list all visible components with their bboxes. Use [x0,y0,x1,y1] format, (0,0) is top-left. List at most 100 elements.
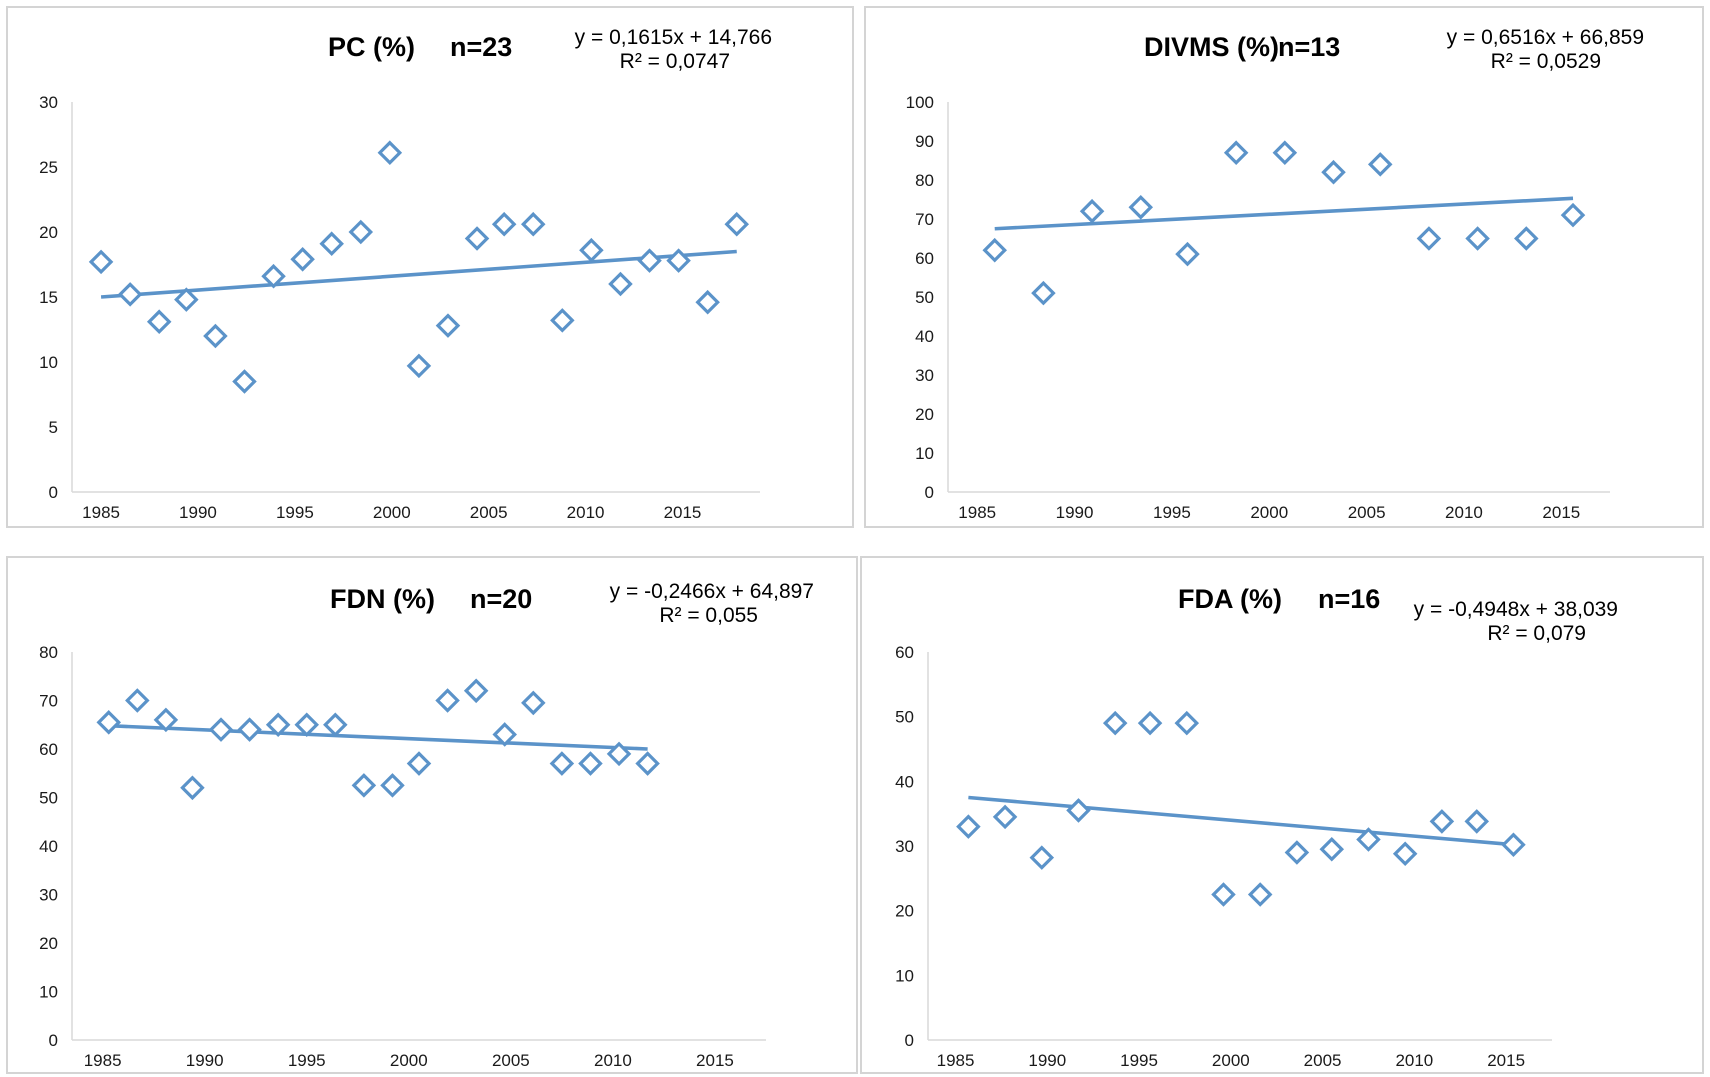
data-point [1102,710,1128,736]
x-tick-label: 2010 [1395,1051,1433,1070]
x-tick-label: 2005 [492,1051,530,1070]
linear-trendline [994,196,1574,231]
linear-trendline [968,795,1514,847]
x-tick-label: 2000 [390,1051,428,1070]
y-tick-label: 80 [39,643,58,662]
y-tick-label: 30 [915,366,934,385]
data-point [1272,140,1298,165]
data-point [666,248,691,273]
data-point [348,219,374,245]
data-point [1137,710,1163,736]
chart-panel-fda: FDA (%) n=16 y = -0,4948x + 38,039 R² = 0,0… [860,556,1704,1074]
data-point [550,308,575,333]
y-tick-label: 40 [895,772,914,791]
y-tick-label: 20 [39,934,58,953]
data-point [1321,159,1346,185]
x-tick-label: 1990 [1056,503,1094,522]
trendline-equation: y = -0,4948x + 38,039 [1414,598,1618,621]
y-tick-label: 15 [39,288,58,307]
y-tick-label: 10 [915,444,934,463]
x-tick-label: 2015 [1487,1051,1525,1070]
chart-title: PC (%) [328,32,415,62]
y-tick-label: 0 [925,483,934,502]
x-tick-label: 2005 [470,503,508,522]
data-point [377,140,403,165]
x-tick-label: 2000 [373,503,411,522]
data-point [435,688,460,713]
y-tick-label: 60 [39,740,58,759]
trendline-equation: y = 0,1615x + 14,766 [575,26,772,49]
x-tick-label: 2010 [567,503,605,522]
x-tick-label: 2000 [1212,1051,1250,1070]
y-tick-label: 10 [39,353,58,372]
y-tick-label: 40 [915,327,934,346]
data-point [579,237,604,263]
y-tick-label: 100 [906,93,934,112]
data-point [549,751,575,776]
data-point [380,773,405,798]
data-point [294,712,319,738]
data-point [146,309,172,334]
data-point [606,741,632,767]
y-tick-label: 20 [915,405,934,424]
x-tick-label: 1995 [276,503,314,522]
data-point [1429,809,1455,834]
x-tick-label: 2005 [1304,1051,1342,1070]
y-tick-label: 50 [39,789,58,808]
data-point [88,249,114,275]
data-point [464,226,490,251]
linear-trendline [100,249,737,299]
x-tick-label: 2000 [1250,503,1288,522]
data-point [1174,710,1200,736]
x-tick-label: 2015 [664,503,702,522]
data-point [265,712,291,738]
data-point [1416,226,1442,251]
r-squared-label: R² = 0,055 [659,604,758,627]
chart-title: DIVMS (%) [1144,32,1279,62]
y-tick-label: 30 [39,93,58,112]
data-point [608,271,633,297]
x-tick-label: 1985 [84,1051,122,1070]
x-tick-label: 1985 [937,1051,975,1070]
y-tick-label: 60 [915,249,934,268]
x-tick-label: 2015 [1542,503,1580,522]
data-point [578,751,603,776]
data-point [695,289,720,315]
data-point [1464,809,1490,834]
data-point [1465,226,1490,251]
r-squared-label: R² = 0,0529 [1491,50,1601,73]
data-point [406,751,432,776]
data-point [492,722,517,747]
data-point [1175,241,1200,267]
data-point [521,690,546,716]
data-point [956,814,981,839]
data-point [1501,832,1526,857]
data-point [724,211,750,237]
data-point [180,775,205,801]
y-tick-label: 10 [39,983,58,1002]
data-point [323,712,348,738]
data-point [232,369,257,394]
x-tick-label: 2015 [696,1051,734,1070]
r-squared-label: R² = 0,0747 [620,50,730,73]
data-point [125,688,150,713]
data-point [203,323,228,349]
y-tick-label: 30 [895,837,914,856]
x-tick-label: 1985 [958,503,996,522]
y-tick-label: 70 [39,692,58,711]
data-point [174,287,199,312]
data-point [319,231,344,256]
data-point [637,248,662,273]
data-point [237,717,262,742]
data-point [1247,882,1273,907]
data-point [406,353,432,379]
y-tick-label: 50 [895,708,914,727]
data-point [1284,840,1310,865]
y-tick-label: 0 [49,1031,58,1050]
r-squared-label: R² = 0,079 [1487,622,1586,645]
data-point [992,804,1018,830]
data-point [153,707,179,733]
data-point [1079,198,1105,224]
